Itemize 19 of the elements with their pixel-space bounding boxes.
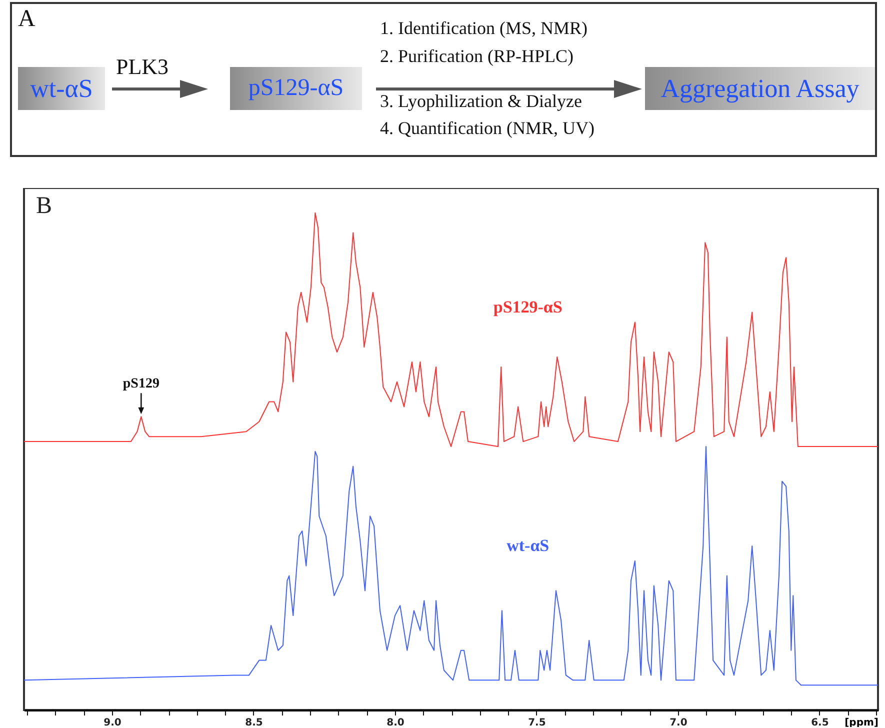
text: wt-αS xyxy=(30,74,93,104)
x-tick-label: 7.5 xyxy=(528,718,546,728)
x-tick-label: 8.0 xyxy=(386,718,404,728)
x-tick-label: 8.5 xyxy=(245,718,263,728)
text: Aggregation Assay xyxy=(660,74,860,104)
annotation: B xyxy=(36,193,52,219)
text: pS129-αS xyxy=(493,297,562,316)
text: 3. Lyophilization & Dialyze xyxy=(380,91,582,112)
text: 2. Purification (RP-HPLC) xyxy=(380,46,574,67)
text: 4. Quantification (NMR, UV) xyxy=(380,118,594,139)
text: A xyxy=(18,6,36,33)
text: PLK3 xyxy=(116,54,169,80)
x-tick-label: 6.5 xyxy=(811,718,829,728)
x-tick-label: 9.0 xyxy=(104,718,122,728)
text: pS129-αS xyxy=(248,75,344,102)
x-tick-label: 7.0 xyxy=(670,718,688,728)
annotation: pS129 xyxy=(122,376,160,392)
text: wt-αS xyxy=(506,536,550,555)
text: 1. Identification (MS, NMR) xyxy=(380,18,588,39)
